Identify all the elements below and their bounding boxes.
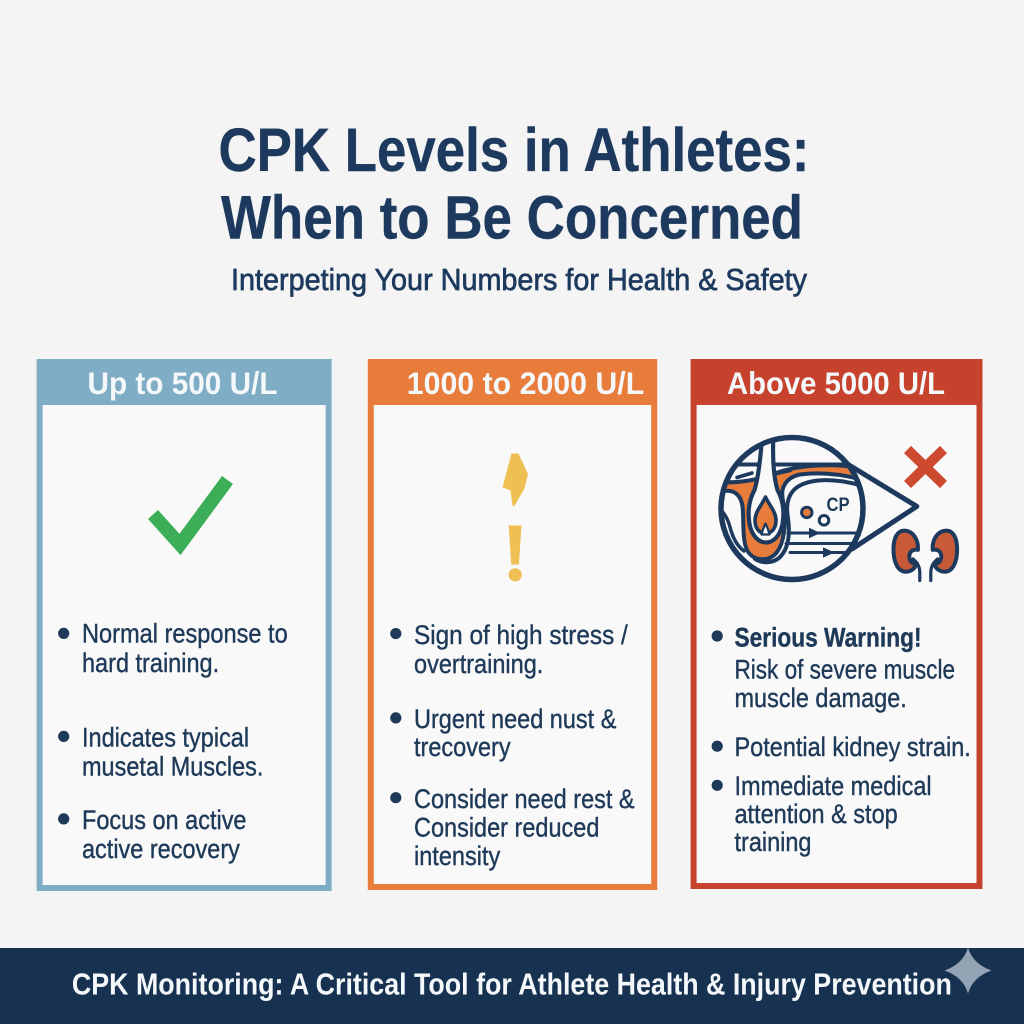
svg-text:muscle damage.: muscle damage.: [735, 683, 907, 713]
svg-text:musetal Muscles.: musetal Muscles.: [82, 752, 263, 782]
svg-text:Above 5000 U/L: Above 5000 U/L: [727, 365, 945, 401]
svg-text:hard training.: hard training.: [82, 648, 219, 678]
svg-text:CP: CP: [827, 495, 850, 516]
svg-text:Interpeting Your Numbers for H: Interpeting Your Numbers for Health & Sa…: [231, 263, 808, 297]
svg-text:overtraining.: overtraining.: [414, 649, 543, 679]
svg-text:Serious Warning!: Serious Warning!: [735, 622, 922, 652]
svg-text:1000 to 2000 U/L: 1000 to 2000 U/L: [407, 365, 645, 401]
svg-text:Normal response to: Normal response to: [82, 619, 288, 649]
svg-text:CPK Levels in Athletes:: CPK Levels in Athletes:: [219, 116, 810, 184]
svg-text:intensity: intensity: [414, 841, 501, 871]
svg-text:active recovery: active recovery: [82, 834, 240, 864]
svg-text:trecovery: trecovery: [414, 732, 511, 762]
svg-text:training: training: [735, 827, 812, 857]
svg-text:Sign of high stress /: Sign of high stress /: [414, 620, 628, 650]
svg-text:Indicates typical: Indicates typical: [82, 722, 249, 752]
svg-text:Focus on active: Focus on active: [82, 805, 247, 835]
svg-text:Consider need rest &: Consider need rest &: [414, 784, 635, 814]
svg-text:Up to 500 U/L: Up to 500 U/L: [88, 365, 278, 401]
svg-text:Potential kidney strain.: Potential kidney strain.: [735, 732, 971, 762]
svg-text:Immediate medical: Immediate medical: [735, 771, 932, 801]
svg-text:Risk of severe muscle: Risk of severe muscle: [735, 655, 956, 685]
svg-text:CPK Monitoring: A Critical Too: CPK Monitoring: A Critical Tool for Athl…: [72, 967, 952, 1002]
svg-text:attention & stop: attention & stop: [735, 799, 898, 829]
svg-text:Urgent need nust &: Urgent need nust &: [414, 704, 616, 734]
svg-text:Consider reduced: Consider reduced: [414, 813, 599, 843]
svg-text:When to Be Concerned: When to Be Concerned: [221, 183, 803, 251]
